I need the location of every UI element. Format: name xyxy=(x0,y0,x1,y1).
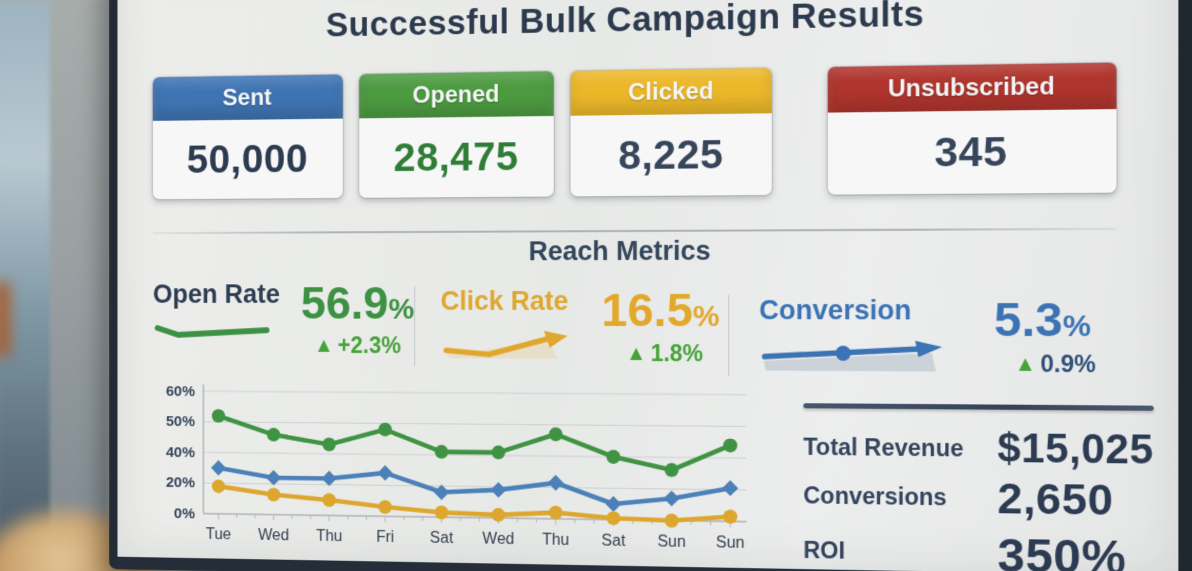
card-opened-header: Opened xyxy=(358,71,555,119)
conversions-value: 2,650 xyxy=(997,474,1114,526)
roi-label: ROI xyxy=(803,536,846,564)
svg-text:Sun: Sun xyxy=(716,534,745,552)
click-rate-arrow-sparkline-icon xyxy=(440,329,568,361)
card-clicked: Clicked 8,225 xyxy=(570,67,772,197)
section-title: Reach Metrics xyxy=(528,235,711,267)
triangle-up-icon: ▲ xyxy=(1014,352,1037,377)
total-revenue-value: $15,025 xyxy=(997,426,1154,473)
conversions-label: Conversions xyxy=(803,482,947,511)
kpi-open-rate-delta: +2.3% xyxy=(337,332,401,359)
triangle-up-icon: ▲ xyxy=(625,341,647,366)
kpi-open-rate: Open Rate 56.9% ▲ +2.3% xyxy=(152,276,415,359)
summary-cards-row: Sent 50,000 Opened 28,475 Clicked 8,225 … xyxy=(152,62,1117,200)
kpi-open-rate-unit: % xyxy=(388,293,415,326)
kpi-conversion-delta: 0.9% xyxy=(1040,350,1096,378)
svg-text:Sun: Sun xyxy=(657,533,685,551)
kpi-click-rate-unit: % xyxy=(692,300,720,334)
triangle-up-icon: ▲ xyxy=(313,334,334,357)
kpi-conversion-label: Conversion xyxy=(759,294,912,326)
svg-text:Fri: Fri xyxy=(376,529,394,546)
kpi-click-rate-delta: 1.8% xyxy=(650,340,704,367)
card-unsubscribed-header: Unsubscribed xyxy=(827,62,1117,113)
card-opened: Opened 28,475 xyxy=(358,71,555,198)
svg-text:40%: 40% xyxy=(166,444,196,461)
svg-text:Tue: Tue xyxy=(206,526,232,543)
totals-panel: Total Revenue $15,025 Conversions 2,650 … xyxy=(803,403,1154,571)
daily-trend-line-chart: 60% 50% 40% 20% 0% Tue Wed Thu Fri Sat Wed Thu Sat Su… xyxy=(166,377,761,552)
card-clicked-header: Clicked xyxy=(570,67,772,116)
card-sent-header: Sent xyxy=(152,74,343,121)
svg-text:Thu: Thu xyxy=(542,531,569,549)
dashboard-surface: Successful Bulk Campaign Results Sent 50… xyxy=(117,0,1178,571)
kpi-conversion: Conversion 5.3% ▲ 0.9% xyxy=(727,291,1117,379)
svg-text:0%: 0% xyxy=(174,505,195,522)
card-opened-value: 28,475 xyxy=(393,133,519,180)
blurred-wall-pillar xyxy=(50,0,108,571)
card-clicked-value: 8,225 xyxy=(618,130,724,179)
page-title: Successful Bulk Campaign Results xyxy=(325,0,925,45)
roi-row: ROI 350% xyxy=(803,522,1154,571)
kpi-conversion-unit: % xyxy=(1062,309,1091,344)
total-revenue-label: Total Revenue xyxy=(803,433,964,462)
svg-text:Sat: Sat xyxy=(602,532,627,550)
dashboard-display-board: Successful Bulk Campaign Results Sent 50… xyxy=(109,0,1192,571)
svg-text:Wed: Wed xyxy=(258,527,289,544)
card-sent: Sent 50,000 xyxy=(152,74,343,200)
kpi-row: Open Rate 56.9% ▲ +2.3% xyxy=(152,276,1117,379)
svg-text:20%: 20% xyxy=(166,475,196,492)
totals-divider xyxy=(803,403,1154,411)
conversion-arrow-sparkline-icon xyxy=(759,338,942,372)
kpi-open-rate-value: 56.9 xyxy=(300,276,389,329)
kpi-click-rate-value: 16.5 xyxy=(601,282,693,337)
reach-metrics-chart: 60% 50% 40% 20% 0% Tue Wed Thu Fri Sat Wed Thu Sat Su… xyxy=(153,377,761,571)
svg-text:Wed: Wed xyxy=(482,530,514,548)
kpi-click-rate: Click Rate 16.5% ▲ 1.8% xyxy=(414,282,728,368)
svg-text:50%: 50% xyxy=(166,413,196,430)
svg-text:Sat: Sat xyxy=(430,530,454,548)
kpi-open-rate-label: Open Rate xyxy=(152,279,280,309)
open-rate-sparkline-icon xyxy=(153,321,272,341)
svg-text:Thu: Thu xyxy=(316,528,342,545)
card-unsubscribed: Unsubscribed 345 xyxy=(827,62,1117,195)
blurred-orange-object xyxy=(0,282,10,356)
roi-value: 350% xyxy=(997,527,1127,571)
kpi-conversion-value: 5.3 xyxy=(994,291,1063,347)
card-sent-value: 50,000 xyxy=(186,135,309,182)
total-revenue-row: Total Revenue $15,025 xyxy=(803,424,1154,474)
kpi-click-rate-label: Click Rate xyxy=(440,286,569,316)
section-divider xyxy=(152,227,1117,235)
svg-text:60%: 60% xyxy=(166,383,196,400)
conversions-row: Conversions 2,650 xyxy=(803,470,1154,527)
card-unsubscribed-value: 345 xyxy=(934,127,1008,176)
